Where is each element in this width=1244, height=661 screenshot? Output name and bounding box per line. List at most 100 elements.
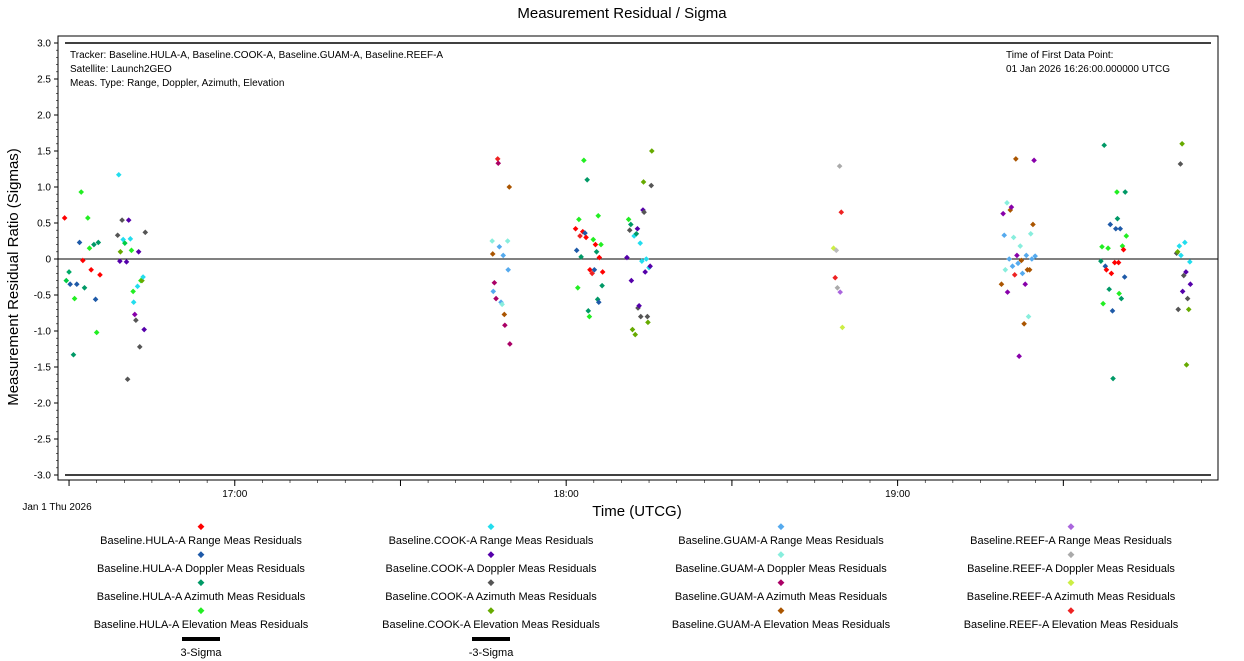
data-point xyxy=(1187,259,1193,265)
legend-marker-icon: ◆ xyxy=(197,521,205,531)
data-point xyxy=(1018,257,1025,264)
legend-item: ◆ Baseline.GUAM-A Elevation Meas Residual… xyxy=(631,604,931,631)
legend-label: Baseline.HULA-A Elevation Meas Residuals xyxy=(93,619,309,631)
data-point xyxy=(80,257,86,264)
data-point xyxy=(634,225,641,232)
data-point xyxy=(505,267,511,273)
data-point xyxy=(139,277,145,284)
header-left-line: Meas. Type: Range, Doppler, Azimuth, Ele… xyxy=(70,78,284,89)
y-tick-label: 2.0 xyxy=(37,111,51,122)
y-tick-label: -0.5 xyxy=(34,291,52,302)
y-axis: 3.0 2.5 2.0 1.5 1.0 0.5 0 -0.5 -1.0 -1.5 -2.0 -2.5 -… xyxy=(34,39,58,482)
x-tick-label: 17:00 xyxy=(222,489,247,500)
legend-marker-icon: ◆ xyxy=(777,577,785,587)
data-point xyxy=(1030,221,1036,228)
y-tick-label: 1.0 xyxy=(37,183,51,194)
data-point xyxy=(628,221,634,228)
legend-item: ◆ Baseline.REEF-A Range Meas Residuals xyxy=(921,520,1221,547)
data-point xyxy=(1113,225,1119,232)
data-point xyxy=(592,241,599,248)
data-point xyxy=(63,277,70,284)
data-point xyxy=(1015,260,1021,267)
data-point xyxy=(142,229,149,236)
data-point xyxy=(489,251,496,257)
data-point xyxy=(67,281,73,287)
y-tick-label: -1.5 xyxy=(34,363,52,374)
y-tick-label: 0 xyxy=(45,255,51,266)
data-point xyxy=(1184,295,1191,302)
data-point xyxy=(644,313,651,320)
sigma-legend-minus: -3-Sigma xyxy=(451,637,531,659)
data-point xyxy=(1022,281,1029,287)
data-point xyxy=(85,215,91,221)
data-point xyxy=(1122,189,1128,195)
data-point xyxy=(1100,300,1106,307)
data-point xyxy=(131,311,138,318)
header-right: Time of First Data Point: 01 Jan 2026 16:… xyxy=(1006,50,1170,75)
data-point xyxy=(119,217,125,223)
data-point xyxy=(640,207,646,213)
data-point xyxy=(1026,267,1033,273)
data-point xyxy=(500,252,507,259)
data-point xyxy=(1183,269,1189,275)
data-point xyxy=(590,236,597,243)
legend-label: Baseline.COOK-A Azimuth Meas Residuals xyxy=(385,591,597,603)
header-left-line: Satellite: Launch2GEO xyxy=(70,64,172,75)
data-point xyxy=(76,239,83,246)
data-point xyxy=(1179,288,1186,295)
data-point xyxy=(642,269,648,275)
data-point xyxy=(1105,245,1111,251)
legend-marker-icon: ◆ xyxy=(777,605,785,615)
x-tick-label: 19:00 xyxy=(885,489,910,500)
data-point xyxy=(1000,210,1006,217)
data-point xyxy=(128,247,135,254)
legend-item: ◆ Baseline.HULA-A Doppler Meas Residuals xyxy=(51,548,351,575)
data-point xyxy=(1123,233,1130,239)
data-point xyxy=(1107,221,1114,228)
data-point xyxy=(838,209,845,215)
data-point xyxy=(1177,161,1184,167)
data-point xyxy=(78,189,84,195)
data-point xyxy=(125,217,132,223)
x-tick-label: 18:00 xyxy=(554,489,579,500)
data-point xyxy=(624,254,630,261)
data-point xyxy=(88,267,94,273)
header-right-line: 01 Jan 2026 16:26:00.000000 UTCG xyxy=(1006,64,1170,75)
data-point xyxy=(1120,246,1127,253)
data-point xyxy=(599,282,605,289)
legend-label: Baseline.REEF-A Range Meas Residuals xyxy=(970,535,1172,547)
data-point xyxy=(1117,225,1124,232)
data-point xyxy=(647,263,653,269)
sigma-legend-plus-label: 3-Sigma xyxy=(180,647,222,659)
legend-label: Baseline.COOK-A Range Meas Residuals xyxy=(388,535,594,547)
data-point xyxy=(1025,313,1032,320)
data-point xyxy=(1099,243,1105,250)
data-point xyxy=(502,322,508,329)
data-point xyxy=(127,236,134,242)
data-point xyxy=(494,156,501,162)
data-point xyxy=(836,163,843,169)
data-point xyxy=(117,249,124,255)
legend-item: ◆ Baseline.COOK-A Elevation Meas Residual… xyxy=(341,604,641,631)
data-point xyxy=(998,281,1005,287)
data-point xyxy=(596,254,603,261)
data-point xyxy=(70,351,77,358)
legend-item: ◆ Baseline.HULA-A Azimuth Meas Residuals xyxy=(51,576,351,603)
data-point xyxy=(1180,272,1187,279)
header-left-line: Tracker: Baseline.HULA-A, Baseline.COOK-… xyxy=(70,50,443,61)
data-point xyxy=(1014,252,1020,259)
legend-item: ◆ Baseline.COOK-A Range Meas Residuals xyxy=(341,520,641,547)
data-point xyxy=(71,295,78,302)
data-point xyxy=(1111,259,1118,266)
data-point xyxy=(1182,239,1188,246)
legend-marker-icon: ◆ xyxy=(487,577,495,587)
data-point xyxy=(506,184,513,190)
legend-label: Baseline.GUAM-A Range Meas Residuals xyxy=(678,535,884,547)
data-point xyxy=(1118,295,1125,302)
data-point xyxy=(598,241,604,248)
legend-item: ◆ Baseline.GUAM-A Range Meas Residuals xyxy=(631,520,931,547)
data-point xyxy=(1023,252,1030,259)
data-point xyxy=(645,319,651,326)
legend-item: ◆ Baseline.COOK-A Azimuth Meas Residuals xyxy=(341,576,641,603)
data-point xyxy=(1115,259,1122,266)
